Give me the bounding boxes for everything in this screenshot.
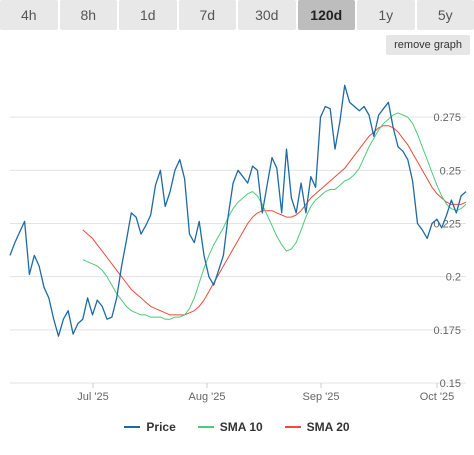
- tab-1y[interactable]: 1y: [357, 0, 415, 30]
- tab-7d[interactable]: 7d: [178, 0, 236, 30]
- chart-legend: Price SMA 10 SMA 20: [0, 420, 474, 434]
- x-tick-label: Oct '25: [420, 391, 455, 403]
- legend-sma20-label: SMA 20: [306, 420, 350, 434]
- remove-graph-button[interactable]: remove graph: [386, 35, 470, 55]
- y-tick-label: 0.175: [433, 325, 461, 337]
- y-tick-label: 0.15: [440, 378, 461, 390]
- series-line-sma10: [82, 112, 467, 320]
- legend-sma10-label: SMA 10: [219, 420, 263, 434]
- legend-price-label: Price: [146, 420, 176, 434]
- legend-sma10[interactable]: SMA 10: [197, 420, 263, 434]
- tab-5y[interactable]: 5y: [416, 0, 474, 30]
- tab-30d[interactable]: 30d: [238, 0, 296, 30]
- legend-price[interactable]: Price: [124, 420, 176, 434]
- tab-8h[interactable]: 8h: [59, 0, 117, 30]
- tab-4h[interactable]: 4h: [0, 0, 58, 30]
- tab-1d[interactable]: 1d: [119, 0, 177, 30]
- y-tick-label: 0.275: [433, 112, 461, 124]
- y-tick-label: 0.2: [446, 272, 461, 284]
- timeframe-tabs: 4h 8h 1d 7d 30d 120d 1y 5y: [0, 0, 474, 30]
- legend-sma20-swatch: [284, 426, 301, 428]
- legend-sma10-swatch: [197, 426, 214, 428]
- series-line-price: [9, 84, 467, 337]
- x-tick-label: Jul '25: [77, 391, 108, 403]
- x-tick-label: Sep '25: [303, 391, 340, 403]
- y-tick-label: 0.225: [433, 219, 461, 231]
- series-line-sma20: [82, 125, 467, 316]
- legend-price-swatch: [124, 426, 141, 428]
- tab-120d[interactable]: 120d: [297, 0, 355, 30]
- x-tick-label: Aug '25: [189, 391, 226, 403]
- y-tick-label: 0.25: [440, 165, 461, 177]
- legend-sma20[interactable]: SMA 20: [284, 420, 350, 434]
